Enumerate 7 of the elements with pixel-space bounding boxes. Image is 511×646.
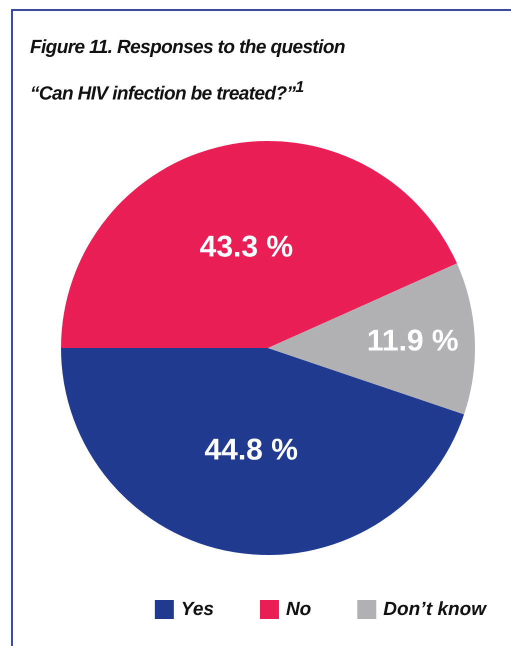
- chart-title: Figure 11. Responses to the question “Can HIV infection be treated?”$^{1}$: [30, 37, 345, 104]
- legend-label: Yes: [180, 599, 214, 620]
- legend-label: Don’t know: [383, 599, 488, 620]
- legend-label: No: [286, 599, 312, 620]
- data-label: 44.8 %: [204, 434, 298, 467]
- data-label: 43.3 %: [200, 230, 294, 264]
- data-label: 11.9 %: [366, 324, 459, 358]
